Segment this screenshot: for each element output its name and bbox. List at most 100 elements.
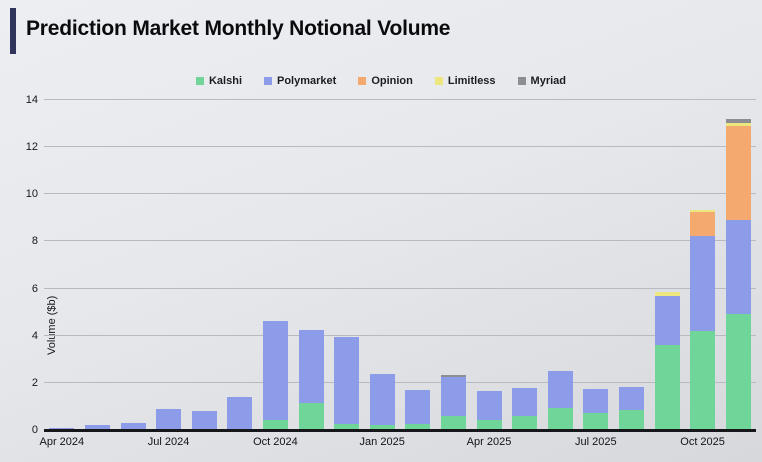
y-tick-label-2: 2 <box>31 376 38 389</box>
bar-segment-kalshi-apr-2025[interactable] <box>476 419 502 429</box>
legend-label-limitless: Limitless <box>447 75 496 87</box>
y-tick-label-0: 0 <box>31 424 38 436</box>
bar-segment-polymarket-oct-2024[interactable] <box>262 320 288 420</box>
bar-aug-2025[interactable] <box>618 386 644 429</box>
bar-segment-kalshi-feb-2025[interactable] <box>405 424 431 429</box>
x-tick-label-apr-2024: Apr 2024 <box>39 436 85 448</box>
y-tick-label-6: 6 <box>31 282 38 295</box>
bar-segment-polymarket-dec-2024[interactable] <box>334 337 360 425</box>
legend-item-limitless[interactable]: Limitless <box>434 75 496 87</box>
gridline-y-12 <box>44 146 756 148</box>
bar-nov-2024[interactable] <box>298 330 324 429</box>
bar-segment-polymarket-may-2024[interactable] <box>84 425 110 429</box>
bar-segment-kalshi-aug-2025[interactable] <box>618 410 644 429</box>
bar-apr-2024[interactable] <box>49 427 75 429</box>
bar-segment-kalshi-dec-2024[interactable] <box>334 424 360 429</box>
bar-segment-polymarket-sep-2024[interactable] <box>227 397 253 429</box>
bar-oct-2025[interactable] <box>690 209 716 429</box>
bar-segment-polymarket-jul-2025[interactable] <box>583 388 609 413</box>
bar-segment-polymarket-apr-2024[interactable] <box>49 427 75 429</box>
legend-item-polymarket[interactable]: Polymarket <box>264 75 336 87</box>
bar-aug-2024[interactable] <box>191 411 217 429</box>
legend-label-polymarket: Polymarket <box>277 75 337 87</box>
bar-segment-limitless-sep-2025[interactable] <box>654 292 680 296</box>
bar-segment-kalshi-jun-2025[interactable] <box>547 407 573 429</box>
bar-segment-kalshi-oct-2024[interactable] <box>262 419 288 429</box>
bar-segment-kalshi-nov-2024[interactable] <box>298 403 324 429</box>
bar-segment-opinion-nov-2025[interactable] <box>725 126 751 221</box>
y-tick-label-8: 8 <box>31 235 38 248</box>
legend-label-kalshi: Kalshi <box>208 75 242 87</box>
y-tick-label-12: 12 <box>25 141 38 154</box>
x-tick-label-jul-2024: Jul 2024 <box>147 436 190 448</box>
x-axis-line <box>44 429 756 432</box>
bar-segment-polymarket-may-2025[interactable] <box>512 387 538 417</box>
x-tick-label-oct-2024: Oct 2024 <box>253 436 298 448</box>
bar-nov-2025[interactable] <box>725 119 751 429</box>
bar-segment-polymarket-feb-2025[interactable] <box>405 390 431 425</box>
bar-feb-2025[interactable] <box>405 390 431 429</box>
bar-may-2025[interactable] <box>512 387 538 429</box>
bar-segment-opinion-oct-2025[interactable] <box>690 212 716 236</box>
legend-swatch-myriad <box>517 77 526 85</box>
bar-segment-limitless-oct-2025[interactable] <box>690 209 716 213</box>
x-tick-label-apr-2025: Apr 2025 <box>466 436 512 448</box>
x-tick-label-jul-2025: Jul 2025 <box>575 436 617 448</box>
bar-segment-polymarket-sep-2025[interactable] <box>654 295 680 346</box>
legend-item-myriad[interactable]: Myriad <box>517 75 567 87</box>
y-tick-label-4: 4 <box>31 329 38 342</box>
legend-swatch-limitless <box>434 77 443 85</box>
legend-item-kalshi[interactable]: Kalshi <box>195 75 242 87</box>
legend-swatch-polymarket <box>264 77 272 85</box>
bar-apr-2025[interactable] <box>476 391 502 429</box>
bar-jun-2025[interactable] <box>547 371 573 429</box>
bar-segment-kalshi-oct-2025[interactable] <box>690 331 716 429</box>
bar-segment-kalshi-may-2025[interactable] <box>512 416 538 429</box>
bar-jan-2025[interactable] <box>369 373 395 429</box>
bar-segment-kalshi-nov-2025[interactable] <box>725 313 751 429</box>
bar-segment-polymarket-jun-2024[interactable] <box>120 423 146 429</box>
bar-segment-polymarket-nov-2024[interactable] <box>298 330 324 404</box>
bar-sep-2024[interactable] <box>227 397 253 429</box>
bar-may-2024[interactable] <box>84 425 110 429</box>
legend-swatch-opinion <box>358 77 367 85</box>
bar-jul-2025[interactable] <box>583 388 609 429</box>
bar-segment-polymarket-aug-2025[interactable] <box>618 386 644 411</box>
bar-jul-2024[interactable] <box>156 408 182 429</box>
legend-item-opinion[interactable]: Opinion <box>358 75 413 87</box>
y-axis-title: Volume ($b) <box>46 295 58 355</box>
bar-dec-2024[interactable] <box>334 337 360 429</box>
page-title: Prediction Market Monthly Notional Volum… <box>26 17 451 40</box>
legend-label-opinion: Opinion <box>371 75 413 87</box>
bar-segment-kalshi-jan-2025[interactable] <box>369 425 395 429</box>
gridline-y-2 <box>44 381 756 383</box>
bar-segment-polymarket-jul-2024[interactable] <box>156 408 182 429</box>
bar-segment-polymarket-jun-2025[interactable] <box>547 371 573 408</box>
bar-segment-myriad-nov-2025[interactable] <box>725 119 751 123</box>
bar-sep-2025[interactable] <box>654 292 680 429</box>
bar-segment-polymarket-aug-2024[interactable] <box>191 411 217 429</box>
bar-segment-polymarket-apr-2025[interactable] <box>476 391 502 420</box>
bar-segment-kalshi-jul-2025[interactable] <box>583 412 609 429</box>
bar-segment-polymarket-oct-2025[interactable] <box>690 235 716 332</box>
gridline-y-4 <box>44 334 756 336</box>
legend-label-myriad: Myriad <box>530 75 567 87</box>
bar-segment-myriad-mar-2025[interactable] <box>440 374 466 378</box>
bar-segment-limitless-nov-2025[interactable] <box>725 122 751 127</box>
gridline-y-8 <box>44 240 756 242</box>
bar-segment-kalshi-mar-2025[interactable] <box>440 416 466 429</box>
bar-segment-polymarket-nov-2025[interactable] <box>725 220 751 314</box>
bar-oct-2024[interactable] <box>262 320 288 429</box>
title-accent-bar <box>10 8 16 54</box>
x-tick-label-jan-2025: Jan 2025 <box>359 436 405 448</box>
bar-segment-kalshi-sep-2025[interactable] <box>654 345 680 429</box>
bar-segment-polymarket-mar-2025[interactable] <box>440 377 466 417</box>
gridline-y-14 <box>44 99 756 100</box>
bar-mar-2025[interactable] <box>440 374 466 429</box>
bar-segment-polymarket-jan-2025[interactable] <box>369 373 395 426</box>
bar-jun-2024[interactable] <box>120 423 146 429</box>
chart-plot-area: Volume ($b) 0 2 4 6 8 10 12 14 Apr 2024 Jul 2024 O… <box>26 94 756 448</box>
y-tick-label-10: 10 <box>25 188 38 201</box>
legend-swatch-kalshi <box>195 77 204 85</box>
